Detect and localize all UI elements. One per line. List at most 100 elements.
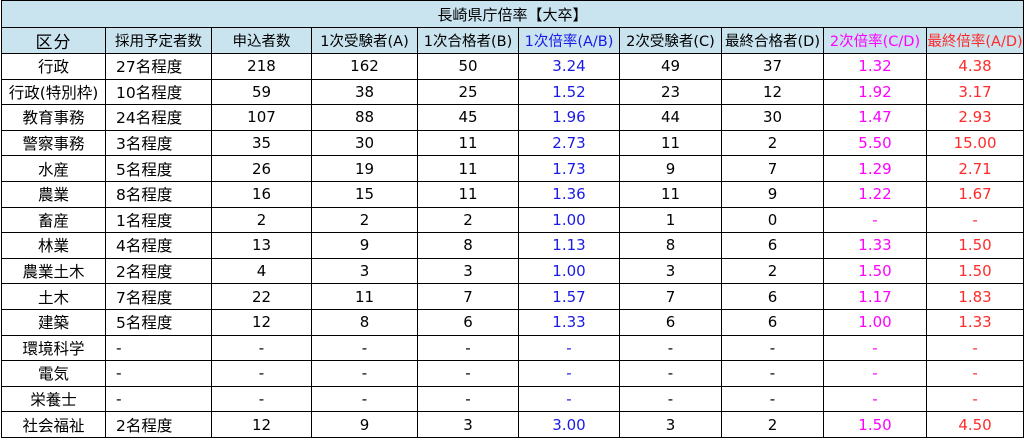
cell-category: 林業 (1, 232, 106, 259)
cell-category: 栄養士 (1, 385, 106, 413)
cell-planned-hires: 4名程度 (105, 232, 212, 259)
cell-category: 畜産 (1, 206, 106, 234)
cell-first-examinees: 11 (311, 283, 418, 310)
cell-category: 建築 (1, 308, 106, 336)
table-body: 行政 27名程度 218 162 50 3.24 49 37 1.32 4.38 行政(特別枠) 10… (1, 53, 1024, 438)
cell-first-ratio: - (518, 385, 620, 413)
cell-second-examinees: 23 (619, 78, 722, 106)
cell-second-examinees: 6 (619, 308, 722, 336)
cell-applicants: 13 (211, 232, 312, 259)
cell-first-examinees: 88 (311, 104, 418, 131)
cell-second-examinees: - (619, 334, 722, 362)
cell-second-examinees: 44 (619, 104, 722, 131)
cell-second-ratio: 1.00 (823, 308, 927, 336)
table-row: 林業 4名程度 13 9 8 1.13 8 6 1.33 1.50 (1, 232, 1024, 259)
cell-first-examinees: - (311, 360, 418, 387)
cell-second-examinees: - (619, 360, 722, 387)
table-row: 教育事務 24名程度 107 88 45 1.96 44 30 1.47 2.93 (1, 104, 1024, 131)
cell-first-ratio: 1.73 (518, 155, 620, 182)
header-second-examinees: 2次受験者(C) (619, 27, 722, 54)
cell-final-passed: 6 (721, 232, 824, 259)
table-row: 警察事務 3名程度 35 30 11 2.73 11 2 5.50 15.00 (1, 129, 1024, 157)
cell-applicants: 16 (211, 180, 312, 208)
cell-final-passed: 7 (721, 155, 824, 182)
cell-first-passed: 25 (417, 78, 519, 106)
cell-second-ratio: 1.50 (823, 411, 927, 438)
cell-final-passed: 6 (721, 283, 824, 310)
cell-applicants: 12 (211, 308, 312, 336)
cell-second-examinees: 3 (619, 257, 722, 285)
cell-second-ratio: 1.50 (823, 257, 927, 285)
cell-second-examinees: 9 (619, 155, 722, 182)
table-row: 土木 7名程度 22 11 7 1.57 7 6 1.17 1.83 (1, 283, 1024, 310)
cell-second-examinees: 3 (619, 411, 722, 438)
cell-planned-hires: 3名程度 (105, 129, 212, 157)
cell-category: 農業 (1, 180, 106, 208)
cell-applicants: 218 (211, 53, 312, 80)
cell-first-passed: 3 (417, 257, 519, 285)
cell-planned-hires: - (105, 334, 212, 362)
cell-second-ratio: 1.17 (823, 283, 927, 310)
cell-applicants: 22 (211, 283, 312, 310)
cell-planned-hires: 5名程度 (105, 155, 212, 182)
cell-final-ratio: 2.93 (925, 104, 1024, 131)
cell-final-passed: 9 (721, 180, 824, 208)
cell-first-ratio: 1.57 (518, 283, 620, 310)
cell-first-passed: 6 (417, 308, 519, 336)
cell-first-ratio: 1.13 (518, 232, 620, 259)
cell-applicants: - (211, 360, 312, 387)
header-first-passed: 1次合格者(B) (417, 27, 519, 54)
cell-final-ratio: - (925, 385, 1024, 413)
cell-final-ratio: - (925, 206, 1024, 234)
cell-final-ratio: 2.71 (925, 155, 1024, 182)
header-final-ratio: 最終倍率(A/D) (925, 27, 1024, 54)
cell-second-ratio: - (823, 334, 927, 362)
cell-planned-hires: 2名程度 (105, 257, 212, 285)
header-final-passed: 最終合格者(D) (721, 27, 824, 54)
cell-category: 水産 (1, 155, 106, 182)
table-row: 行政 27名程度 218 162 50 3.24 49 37 1.32 4.38 (1, 53, 1024, 80)
cell-first-ratio: 3.24 (518, 53, 620, 80)
header-row: 区分 採用予定者数 申込者数 1次受験者(A) 1次合格者(B) 1次倍率(A/… (1, 27, 1024, 54)
cell-final-passed: - (721, 385, 824, 413)
cell-first-ratio: - (518, 334, 620, 362)
cell-final-passed: 12 (721, 78, 824, 106)
cell-first-examinees: 9 (311, 411, 418, 438)
cell-first-passed: 11 (417, 129, 519, 157)
cell-final-ratio: 1.33 (925, 308, 1024, 336)
table-row: 農業 8名程度 16 15 11 1.36 11 9 1.22 1.67 (1, 180, 1024, 208)
cell-second-ratio: - (823, 360, 927, 387)
cell-first-examinees: 9 (311, 232, 418, 259)
cell-first-ratio: 1.00 (518, 257, 620, 285)
cell-planned-hires: 8名程度 (105, 180, 212, 208)
cell-first-passed: 11 (417, 180, 519, 208)
cell-first-examinees: - (311, 385, 418, 413)
cell-final-ratio: 1.83 (925, 283, 1024, 310)
cell-first-passed: 7 (417, 283, 519, 310)
cell-final-passed: 37 (721, 53, 824, 80)
cell-planned-hires: 10名程度 (105, 78, 212, 106)
cell-first-ratio: 1.33 (518, 308, 620, 336)
cell-final-passed: 2 (721, 411, 824, 438)
cell-applicants: 107 (211, 104, 312, 131)
cell-first-ratio: 1.00 (518, 206, 620, 234)
cell-first-examinees: - (311, 334, 418, 362)
cell-second-ratio: 5.50 (823, 129, 927, 157)
cell-first-examinees: 30 (311, 129, 418, 157)
table-title: 長崎県庁倍率【大卒】 (0, 0, 1024, 28)
cell-second-ratio: 1.29 (823, 155, 927, 182)
cell-second-ratio: 1.32 (823, 53, 927, 80)
cell-second-ratio: - (823, 385, 927, 413)
cell-first-ratio: 2.73 (518, 129, 620, 157)
header-planned-hires: 採用予定者数 (105, 27, 212, 54)
cell-applicants: 12 (211, 411, 312, 438)
cell-final-passed: 2 (721, 129, 824, 157)
cell-first-examinees: 2 (311, 206, 418, 234)
title-row: 長崎県庁倍率【大卒】 (0, 0, 1024, 28)
cell-first-ratio: 1.52 (518, 78, 620, 106)
cell-first-examinees: 15 (311, 180, 418, 208)
cell-final-passed: 0 (721, 206, 824, 234)
cell-planned-hires: 2名程度 (105, 411, 212, 438)
cell-second-examinees: 8 (619, 232, 722, 259)
cell-final-passed: - (721, 334, 824, 362)
